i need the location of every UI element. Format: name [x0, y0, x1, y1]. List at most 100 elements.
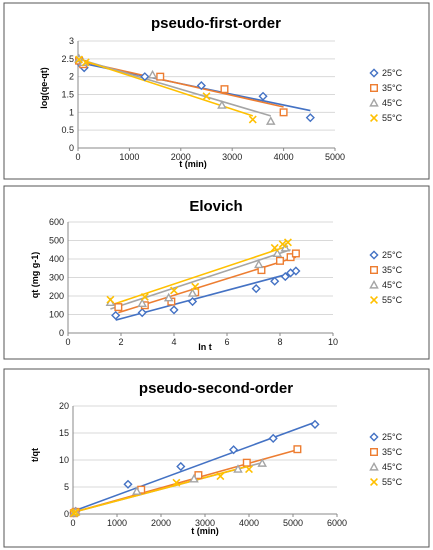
data-point: [71, 508, 80, 517]
x-tick-label: 4: [171, 337, 176, 347]
x-tick-label: 0: [70, 518, 75, 528]
trendline: [77, 58, 271, 117]
data-point: [276, 256, 285, 265]
legend-marker: [370, 296, 378, 304]
x-tick-label: 4000: [239, 518, 259, 528]
chart-title: pseudo-second-order: [139, 380, 293, 397]
data-point: [258, 91, 268, 101]
legend-marker: [369, 97, 379, 107]
y-tick-label: 3: [69, 36, 74, 46]
panel-frame: [3, 185, 430, 360]
legend-label: 45°C: [382, 98, 403, 108]
legend-label: 25°C: [382, 432, 403, 442]
y-tick-label: 20: [59, 401, 69, 411]
legend-label: 45°C: [382, 280, 403, 290]
legend-label: 25°C: [382, 68, 403, 78]
legend-marker: [369, 250, 379, 260]
chart-title: Elovich: [189, 198, 242, 215]
data-point: [248, 115, 257, 124]
plot-area: 0 0.5 1 1.5 2 2.5 3 0 1000 2000 3000 4000 5000 25°C 35…: [61, 36, 402, 162]
x-tick-label: 1000: [119, 152, 139, 162]
data-point: [270, 276, 280, 286]
x-tick-label: 5000: [283, 518, 303, 528]
data-point: [170, 286, 178, 295]
data-point: [156, 72, 165, 81]
y-tick-label: 600: [49, 217, 64, 227]
data-point: [169, 305, 179, 315]
data-point: [257, 458, 267, 467]
y-tick-label: 0: [59, 328, 64, 338]
x-tick-label: 5000: [325, 152, 345, 162]
y-axis-label: t/qt: [30, 448, 40, 462]
panel-elovich: Elovich ln t qt (mg g-1) 010020030040050…: [3, 185, 430, 360]
legend-label: 35°C: [382, 265, 403, 275]
plot-area: 0 5 10 15 20 0 1000 2000 3000 4000 5000 6000 25°C 35°…: [59, 401, 403, 528]
x-tick-label: 0: [65, 337, 70, 347]
x-tick-label: 2: [118, 337, 123, 347]
data-point: [106, 295, 115, 304]
x-axis-label: ln t: [198, 342, 212, 352]
data-point: [140, 72, 150, 82]
data-point: [310, 419, 320, 429]
panel-pseudo-second-order: pseudo-second-order t (min) t/qt 0 5 10 15 2…: [3, 368, 430, 548]
x-tick-label: 4000: [274, 152, 294, 162]
data-point: [270, 243, 279, 252]
data-point: [245, 465, 253, 474]
data-point: [196, 80, 206, 91]
data-point: [216, 472, 225, 481]
x-axis-label: t (min): [191, 526, 219, 536]
y-tick-label: 0: [69, 143, 74, 153]
x-tick-label: 6000: [327, 518, 347, 528]
trendline: [72, 465, 250, 514]
y-tick-label: 15: [59, 428, 69, 438]
y-tick-label: 1.5: [61, 90, 74, 100]
data-point: [132, 486, 142, 495]
legend-label: 35°C: [382, 83, 403, 93]
data-point: [202, 92, 211, 101]
data-point: [187, 288, 198, 297]
legend-marker: [370, 114, 378, 122]
y-tick-label: 500: [49, 236, 64, 246]
x-tick-label: 3000: [222, 152, 242, 162]
y-tick-label: 200: [49, 291, 64, 301]
legend-label: 55°C: [382, 295, 403, 305]
legend-marker: [370, 478, 378, 486]
data-point: [123, 479, 133, 489]
legend-label: 35°C: [382, 447, 403, 457]
data-point: [233, 464, 243, 473]
data-point: [147, 69, 158, 79]
data-point: [229, 445, 239, 455]
data-point: [272, 248, 283, 258]
data-point: [254, 259, 264, 269]
data-point: [293, 445, 302, 454]
legend-marker: [369, 68, 379, 78]
data-point: [251, 284, 261, 294]
data-point: [268, 433, 278, 443]
y-tick-label: 10: [59, 455, 69, 465]
panel-pseudo-first-order: pseudo-first-order t (min) log(qe-qt) 00…: [3, 2, 430, 180]
legend-marker: [369, 432, 379, 442]
y-tick-label: 300: [49, 273, 64, 283]
data-point: [81, 58, 90, 67]
data-point: [278, 240, 287, 249]
x-tick-label: 10: [328, 337, 338, 347]
legend-marker: [370, 266, 379, 275]
data-point: [280, 271, 290, 282]
data-point: [187, 296, 198, 307]
data-point: [279, 108, 288, 117]
data-point: [265, 116, 276, 125]
data-point: [75, 55, 84, 64]
legend-label: 45°C: [382, 462, 403, 472]
y-tick-label: 400: [49, 254, 64, 264]
x-tick-label: 8: [277, 337, 282, 347]
data-point: [137, 308, 147, 318]
x-tick-label: 6: [224, 337, 229, 347]
data-point: [137, 298, 147, 307]
y-tick-label: 0.5: [61, 125, 74, 135]
x-axis-label: t (min): [179, 159, 207, 169]
legend-marker: [370, 83, 379, 92]
trendline: [110, 245, 289, 307]
data-point: [194, 471, 203, 480]
y-tick-label: 1: [69, 107, 74, 117]
